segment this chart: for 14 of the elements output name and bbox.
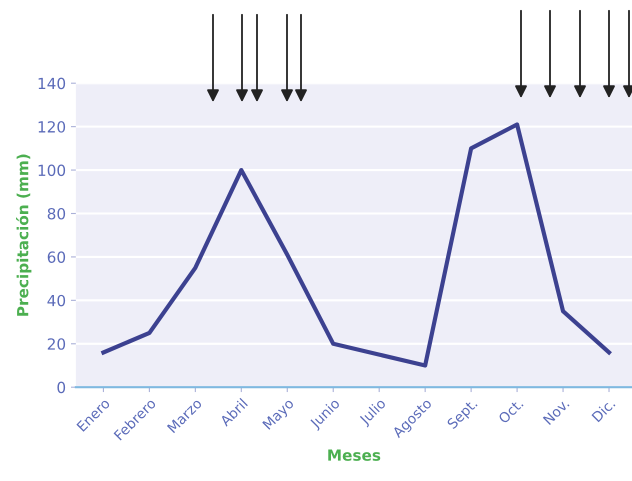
line-series [101,122,612,368]
x-axis-title: Meses [328,450,380,461]
x-tick-label: Oct. [498,398,524,424]
x-tick-label: Nov. [542,398,570,426]
y-tick-label: 60 [48,251,66,263]
y-tick-label: 0 [57,382,66,394]
y-axis-title: Precipitación (mm) [16,154,32,316]
y-tick-label: 80 [48,208,66,220]
y-tick-label: 100 [38,164,66,176]
y-tick-label: 120 [38,121,66,133]
x-tick-label: Dic. [591,398,616,422]
y-tick-label: 20 [48,338,66,350]
y-tick-label: 140 [38,78,66,90]
y-tick-label: 40 [47,294,66,306]
